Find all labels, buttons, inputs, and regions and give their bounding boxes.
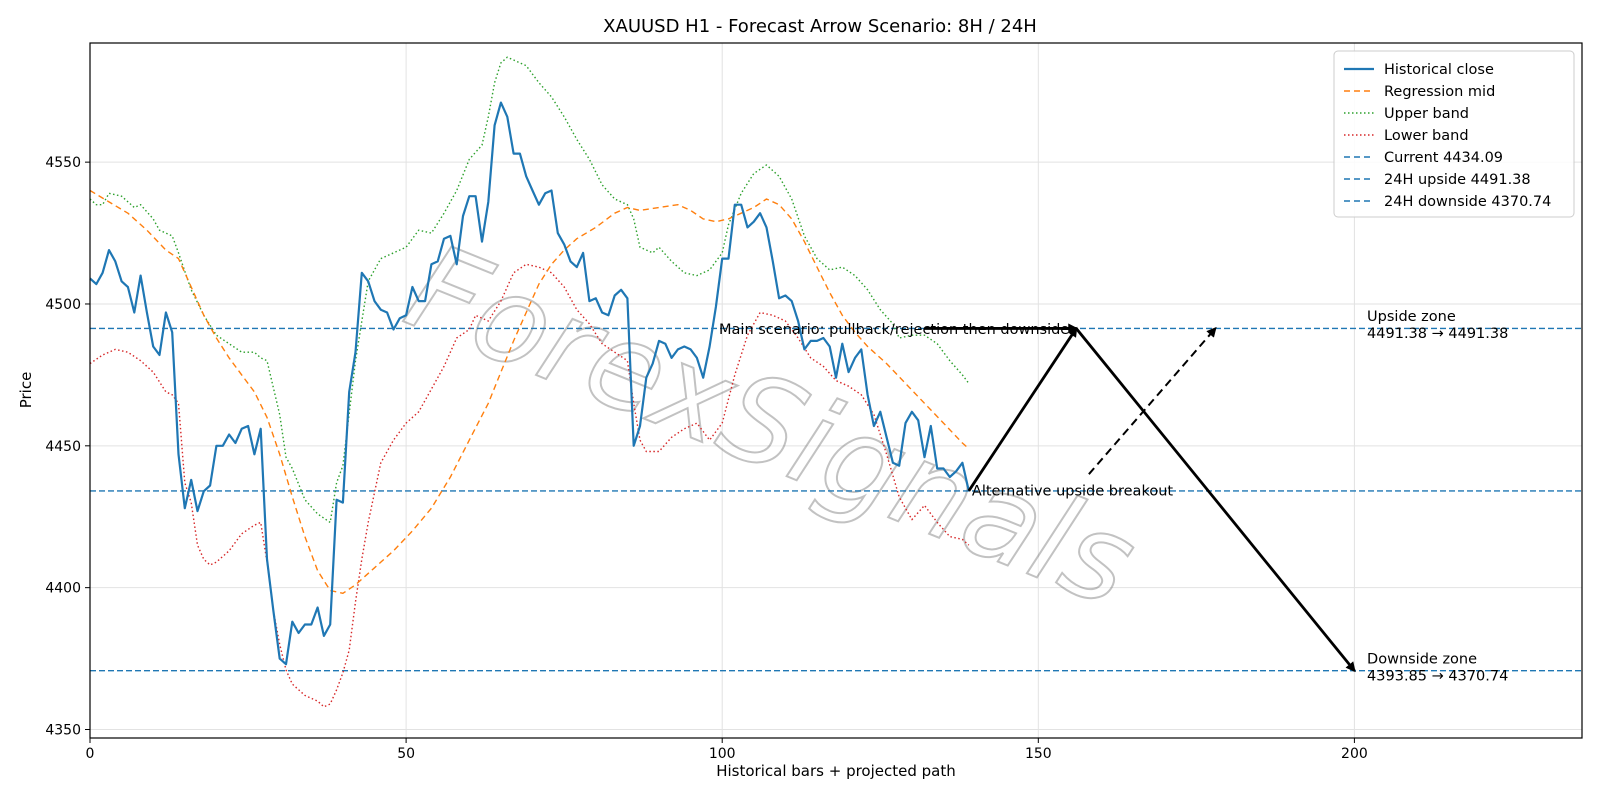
forecast-arrow [1075,327,1356,673]
series-line [89,101,970,666]
y-tick-label: 4400 [45,581,81,597]
legend-label: Current 4434.09 [1384,150,1503,166]
y-tick-label: 4350 [45,722,81,738]
annotation-text: Upside zone [1367,309,1456,325]
legend-label: Regression mid [1384,84,1495,100]
y-axis: 4350 4400 4450 4500 4550 [45,155,90,738]
y-tick-label: 4550 [45,155,81,171]
series [89,56,970,708]
legend-box [1333,50,1575,218]
chart-title: XAUUSD H1 - Forecast Arrow Scenario: 8H … [603,16,1037,37]
x-tick-label: 200 [1341,746,1368,762]
legend: Historical close Regression mid Upper band… [1333,50,1575,218]
y-tick-label: 4500 [45,297,81,313]
plot-frame [89,42,1583,739]
x-tick-label: 0 [86,746,95,762]
arrows [924,323,1356,673]
forecast-arrow [967,326,1078,492]
annotation-text: 4393.85 → 4370.74 [1367,668,1508,684]
x-tick-label: 100 [709,746,736,762]
annotation-text: Alternative upside breakout [972,483,1173,499]
y-axis-label: Price [17,372,35,409]
annotation-text: 4491.38 → 4491.38 [1367,326,1508,342]
x-axis-label: Historical bars + projected path [716,762,956,780]
legend-label: 24H downside 4370.74 [1384,194,1551,210]
legend-label: Upper band [1384,106,1469,122]
annotations: Main scenario: pullback/rejection then d… [719,309,1508,684]
y-tick-label: 4450 [45,439,81,455]
legend-label: Historical close [1384,62,1494,78]
x-axis: 0 50 100 150 200 [86,738,1368,762]
series-line [89,189,970,594]
forecast-arrow [1088,326,1217,475]
levels [90,327,1582,672]
x-tick-label: 150 [1025,746,1052,762]
legend-label: 24H upside 4491.38 [1384,172,1531,188]
x-tick-label: 50 [397,746,415,762]
annotation-text: Downside zone [1367,651,1477,667]
series-line [89,56,970,524]
legend-label: Lower band [1384,128,1469,144]
annotation-text: Main scenario: pullback/rejection then d… [719,322,1069,338]
